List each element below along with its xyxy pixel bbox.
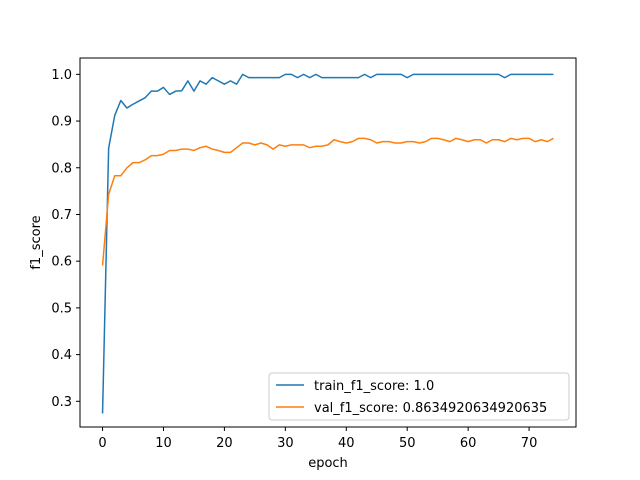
x-tick-label: 0 [98,436,106,451]
legend: train_f1_score: 1.0 val_f1_score: 0.8634… [268,372,570,421]
plot-frame [79,57,577,428]
legend-label-train: train_f1_score: 1.0 [314,379,434,394]
y-tick-label: 0.5 [51,301,72,316]
x-tick-label: 40 [338,436,355,451]
x-tick-label: 10 [155,436,172,451]
series-line-1 [101,137,554,266]
x-tick-label: 30 [277,436,294,451]
y-tick-label: 0.3 [51,395,72,410]
series-line-0 [101,73,554,414]
y-tick-label: 1.0 [51,68,72,83]
y-tick-label: 0.8 [51,161,72,176]
x-tick-label: 70 [521,436,538,451]
x-axis-ticks: 0 10 20 30 40 50 60 70 [98,427,537,451]
y-tick-label: 0.6 [51,255,72,270]
legend-label-val: val_f1_score: 0.8634920634920635 [314,401,547,416]
y-axis-label: f1_score [29,215,44,269]
x-axis-label: epoch [308,456,348,471]
x-tick-label: 60 [460,436,477,451]
y-tick-label: 0.9 [51,115,72,130]
series-lines [101,73,554,414]
x-tick-label: 50 [399,436,416,451]
y-tick-label: 0.7 [51,208,72,223]
x-tick-label: 20 [216,436,233,451]
y-axis-ticks: 0.3 0.4 0.5 0.6 0.7 0.8 0.9 1.0 [51,68,80,410]
y-tick-label: 0.4 [51,348,72,363]
legend-box [268,372,570,421]
